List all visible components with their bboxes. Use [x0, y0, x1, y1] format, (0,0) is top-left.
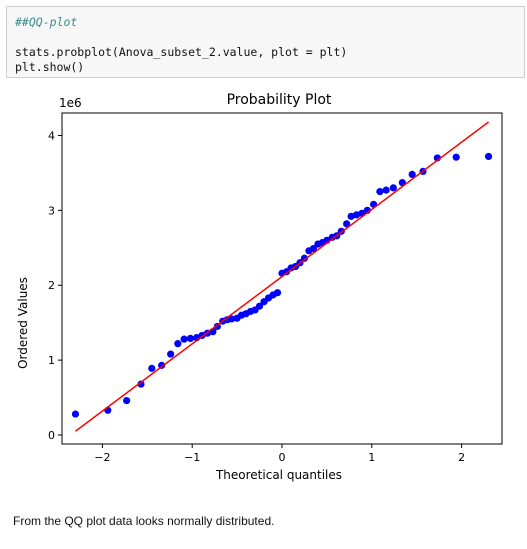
chart-title: Probability Plot — [227, 92, 332, 108]
data-point — [300, 254, 309, 262]
data-point — [343, 220, 351, 228]
plot-output: Probability Plot 1e6 Theoretical quantil… — [6, 86, 506, 486]
data-point — [167, 350, 175, 358]
plot-frame — [61, 112, 503, 445]
data-point — [484, 152, 493, 161]
data-point — [382, 186, 390, 194]
code-comment: ##QQ-plot — [15, 15, 78, 29]
data-point — [408, 170, 416, 179]
conclusion-text: From the QQ plot data looks normally dis… — [13, 514, 275, 528]
data-point — [148, 364, 156, 372]
data-point — [174, 340, 182, 348]
y-tick-label: 1 — [48, 354, 55, 367]
data-point — [228, 315, 236, 323]
data-point — [376, 188, 384, 196]
y-axis-label: Ordered Values — [16, 277, 30, 369]
y-tick-label: 0 — [48, 429, 55, 442]
data-point — [352, 211, 361, 219]
x-tick-label: −2 — [94, 451, 110, 464]
data-point — [309, 244, 318, 253]
data-point — [137, 380, 145, 388]
y-offset-label: 1e6 — [59, 96, 82, 110]
data-point — [186, 334, 195, 343]
data-point — [255, 302, 264, 310]
data-point — [180, 335, 188, 343]
data-point — [273, 289, 282, 297]
code-cell[interactable]: ##QQ-plot stats.probplot(Anova_subset_2.… — [6, 6, 525, 78]
code-line-show: plt.show() — [15, 60, 85, 74]
x-tick-label: 0 — [279, 451, 286, 464]
y-tick-label: 3 — [48, 204, 55, 217]
x-tick-label: −1 — [184, 451, 200, 464]
data-point — [123, 396, 131, 405]
data-point — [389, 184, 397, 192]
x-tick-label: 1 — [368, 451, 375, 464]
y-tick-label: 2 — [48, 279, 55, 292]
x-axis-label: Theoretical quantiles — [215, 468, 342, 482]
code-line-probplot: stats.probplot(Anova_subset_2.value, plo… — [15, 45, 348, 59]
y-tick-label: 4 — [48, 129, 55, 142]
data-point — [452, 153, 460, 161]
x-tick-label: 2 — [458, 451, 465, 464]
data-point — [213, 322, 221, 331]
plot-area-background — [6, 86, 506, 486]
data-point — [347, 212, 355, 220]
data-point — [71, 410, 80, 418]
fit-line — [75, 121, 489, 432]
probability-plot: Probability Plot 1e6 Theoretical quantil… — [6, 86, 506, 486]
